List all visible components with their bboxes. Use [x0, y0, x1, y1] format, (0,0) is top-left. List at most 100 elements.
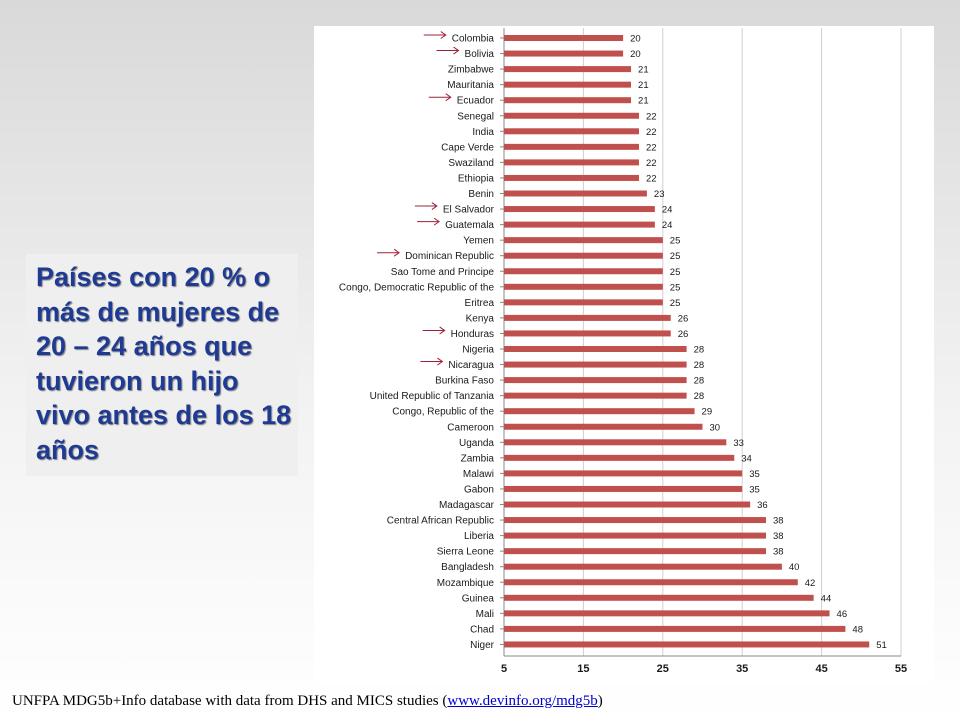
- data-label: 25: [670, 251, 681, 262]
- bar: [504, 314, 671, 321]
- source-link[interactable]: www.devinfo.org/mdg5b: [447, 693, 598, 709]
- bar: [504, 346, 687, 352]
- data-label: 22: [646, 158, 657, 169]
- highlight-arrow-icon: [420, 357, 444, 366]
- bar: [504, 439, 727, 446]
- bar: [504, 174, 639, 181]
- bar: [504, 594, 814, 601]
- bar: [504, 579, 798, 586]
- x-tick-label: 15: [577, 663, 589, 675]
- bar: [504, 485, 743, 492]
- category-label: Ecuador: [457, 96, 495, 107]
- category-label: Mali: [476, 609, 494, 620]
- data-label: 22: [646, 173, 657, 184]
- bar: [504, 252, 663, 259]
- category-label: Niger: [470, 640, 495, 651]
- highlight-arrow-icon: [414, 202, 438, 210]
- data-label: 26: [678, 329, 689, 340]
- data-label: 35: [749, 469, 760, 480]
- bar: [504, 563, 782, 570]
- bar: [504, 470, 743, 477]
- data-label: 48: [852, 624, 863, 635]
- data-label: 28: [694, 360, 705, 371]
- data-label: 22: [646, 111, 657, 122]
- data-label: 26: [678, 313, 689, 324]
- bar: [504, 268, 663, 275]
- category-label: Nigeria: [462, 345, 494, 356]
- bar: [504, 625, 846, 632]
- source-text: UNFPA MDG5b+Info database with data from…: [12, 693, 448, 709]
- bar: [504, 159, 639, 166]
- bar: [504, 610, 830, 617]
- category-label: Central African Republic: [387, 516, 494, 527]
- category-label: Honduras: [451, 329, 494, 340]
- category-label: Bangladesh: [441, 562, 494, 573]
- data-label: 29: [702, 407, 713, 418]
- category-label: Eritrea: [465, 298, 495, 309]
- bar: [504, 330, 671, 337]
- data-label: 25: [670, 267, 681, 278]
- bar: [504, 143, 639, 150]
- category-label: Colombia: [452, 34, 495, 45]
- highlight-arrow-icon: [428, 93, 452, 102]
- x-tick-label: 25: [657, 663, 669, 675]
- data-label: 30: [710, 422, 721, 433]
- chart-panel: 5 15 25 35 45 55 Colombia 20 Bolivia 20 Zimbabwe 21…: [314, 26, 934, 684]
- bar: [504, 454, 735, 461]
- data-label: 20: [630, 49, 641, 60]
- bar: [504, 35, 624, 41]
- highlight-arrow-icon: [436, 46, 460, 55]
- data-label: 21: [638, 80, 649, 91]
- data-label: 40: [789, 562, 800, 573]
- category-label: Kenya: [466, 313, 495, 324]
- data-label: 21: [638, 96, 649, 107]
- source-citation: UNFPA MDG5b+Info database with data from…: [12, 693, 603, 710]
- category-label: Zimbabwe: [448, 65, 495, 76]
- category-label: El Salvador: [443, 205, 495, 216]
- caption-box: Países con 20 % o más de mujeres de 20 –…: [26, 254, 298, 476]
- data-label: 24: [662, 220, 673, 231]
- data-label: 33: [733, 438, 744, 449]
- category-label: Mozambique: [437, 578, 495, 589]
- bar: [504, 97, 632, 104]
- category-label: Ethiopia: [458, 173, 495, 184]
- category-label: Gabon: [464, 484, 494, 495]
- bar: [504, 501, 751, 508]
- bar: [504, 641, 870, 648]
- category-label: Congo, Democratic Republic of the: [339, 282, 495, 293]
- highlight-arrow-icon: [423, 31, 447, 39]
- bar: [504, 548, 767, 555]
- highlight-arrow-icon: [422, 326, 446, 335]
- category-label: Sierra Leone: [437, 547, 495, 558]
- category-label: India: [472, 127, 494, 138]
- bar: [504, 377, 687, 384]
- bar: [504, 190, 647, 197]
- x-tick-label: 5: [501, 663, 507, 675]
- category-label: Senegal: [457, 111, 494, 122]
- category-label: Liberia: [464, 531, 494, 542]
- bar: [504, 392, 687, 399]
- data-label: 36: [757, 500, 768, 511]
- bar: [504, 112, 639, 119]
- data-label: 34: [741, 453, 752, 464]
- category-label: Dominican Republic: [405, 251, 494, 262]
- data-label: 20: [630, 34, 641, 45]
- bar: [504, 50, 624, 57]
- data-label: 42: [805, 578, 816, 589]
- category-label: Guatemala: [445, 220, 494, 231]
- data-label: 38: [773, 516, 784, 527]
- x-tick-label: 55: [895, 663, 907, 675]
- category-label: Sao Tome and Principe: [391, 267, 495, 278]
- x-tick-label: 45: [815, 663, 827, 675]
- data-label: 22: [646, 127, 657, 138]
- bar: [504, 283, 663, 290]
- bar: [504, 66, 632, 73]
- data-label: 24: [662, 205, 673, 216]
- category-label: Cape Verde: [441, 142, 494, 153]
- data-label: 25: [670, 298, 681, 309]
- category-label: Nicaragua: [448, 360, 494, 371]
- category-label: Yemen: [463, 236, 494, 247]
- highlight-arrow-icon: [417, 217, 440, 226]
- bar: [504, 361, 687, 368]
